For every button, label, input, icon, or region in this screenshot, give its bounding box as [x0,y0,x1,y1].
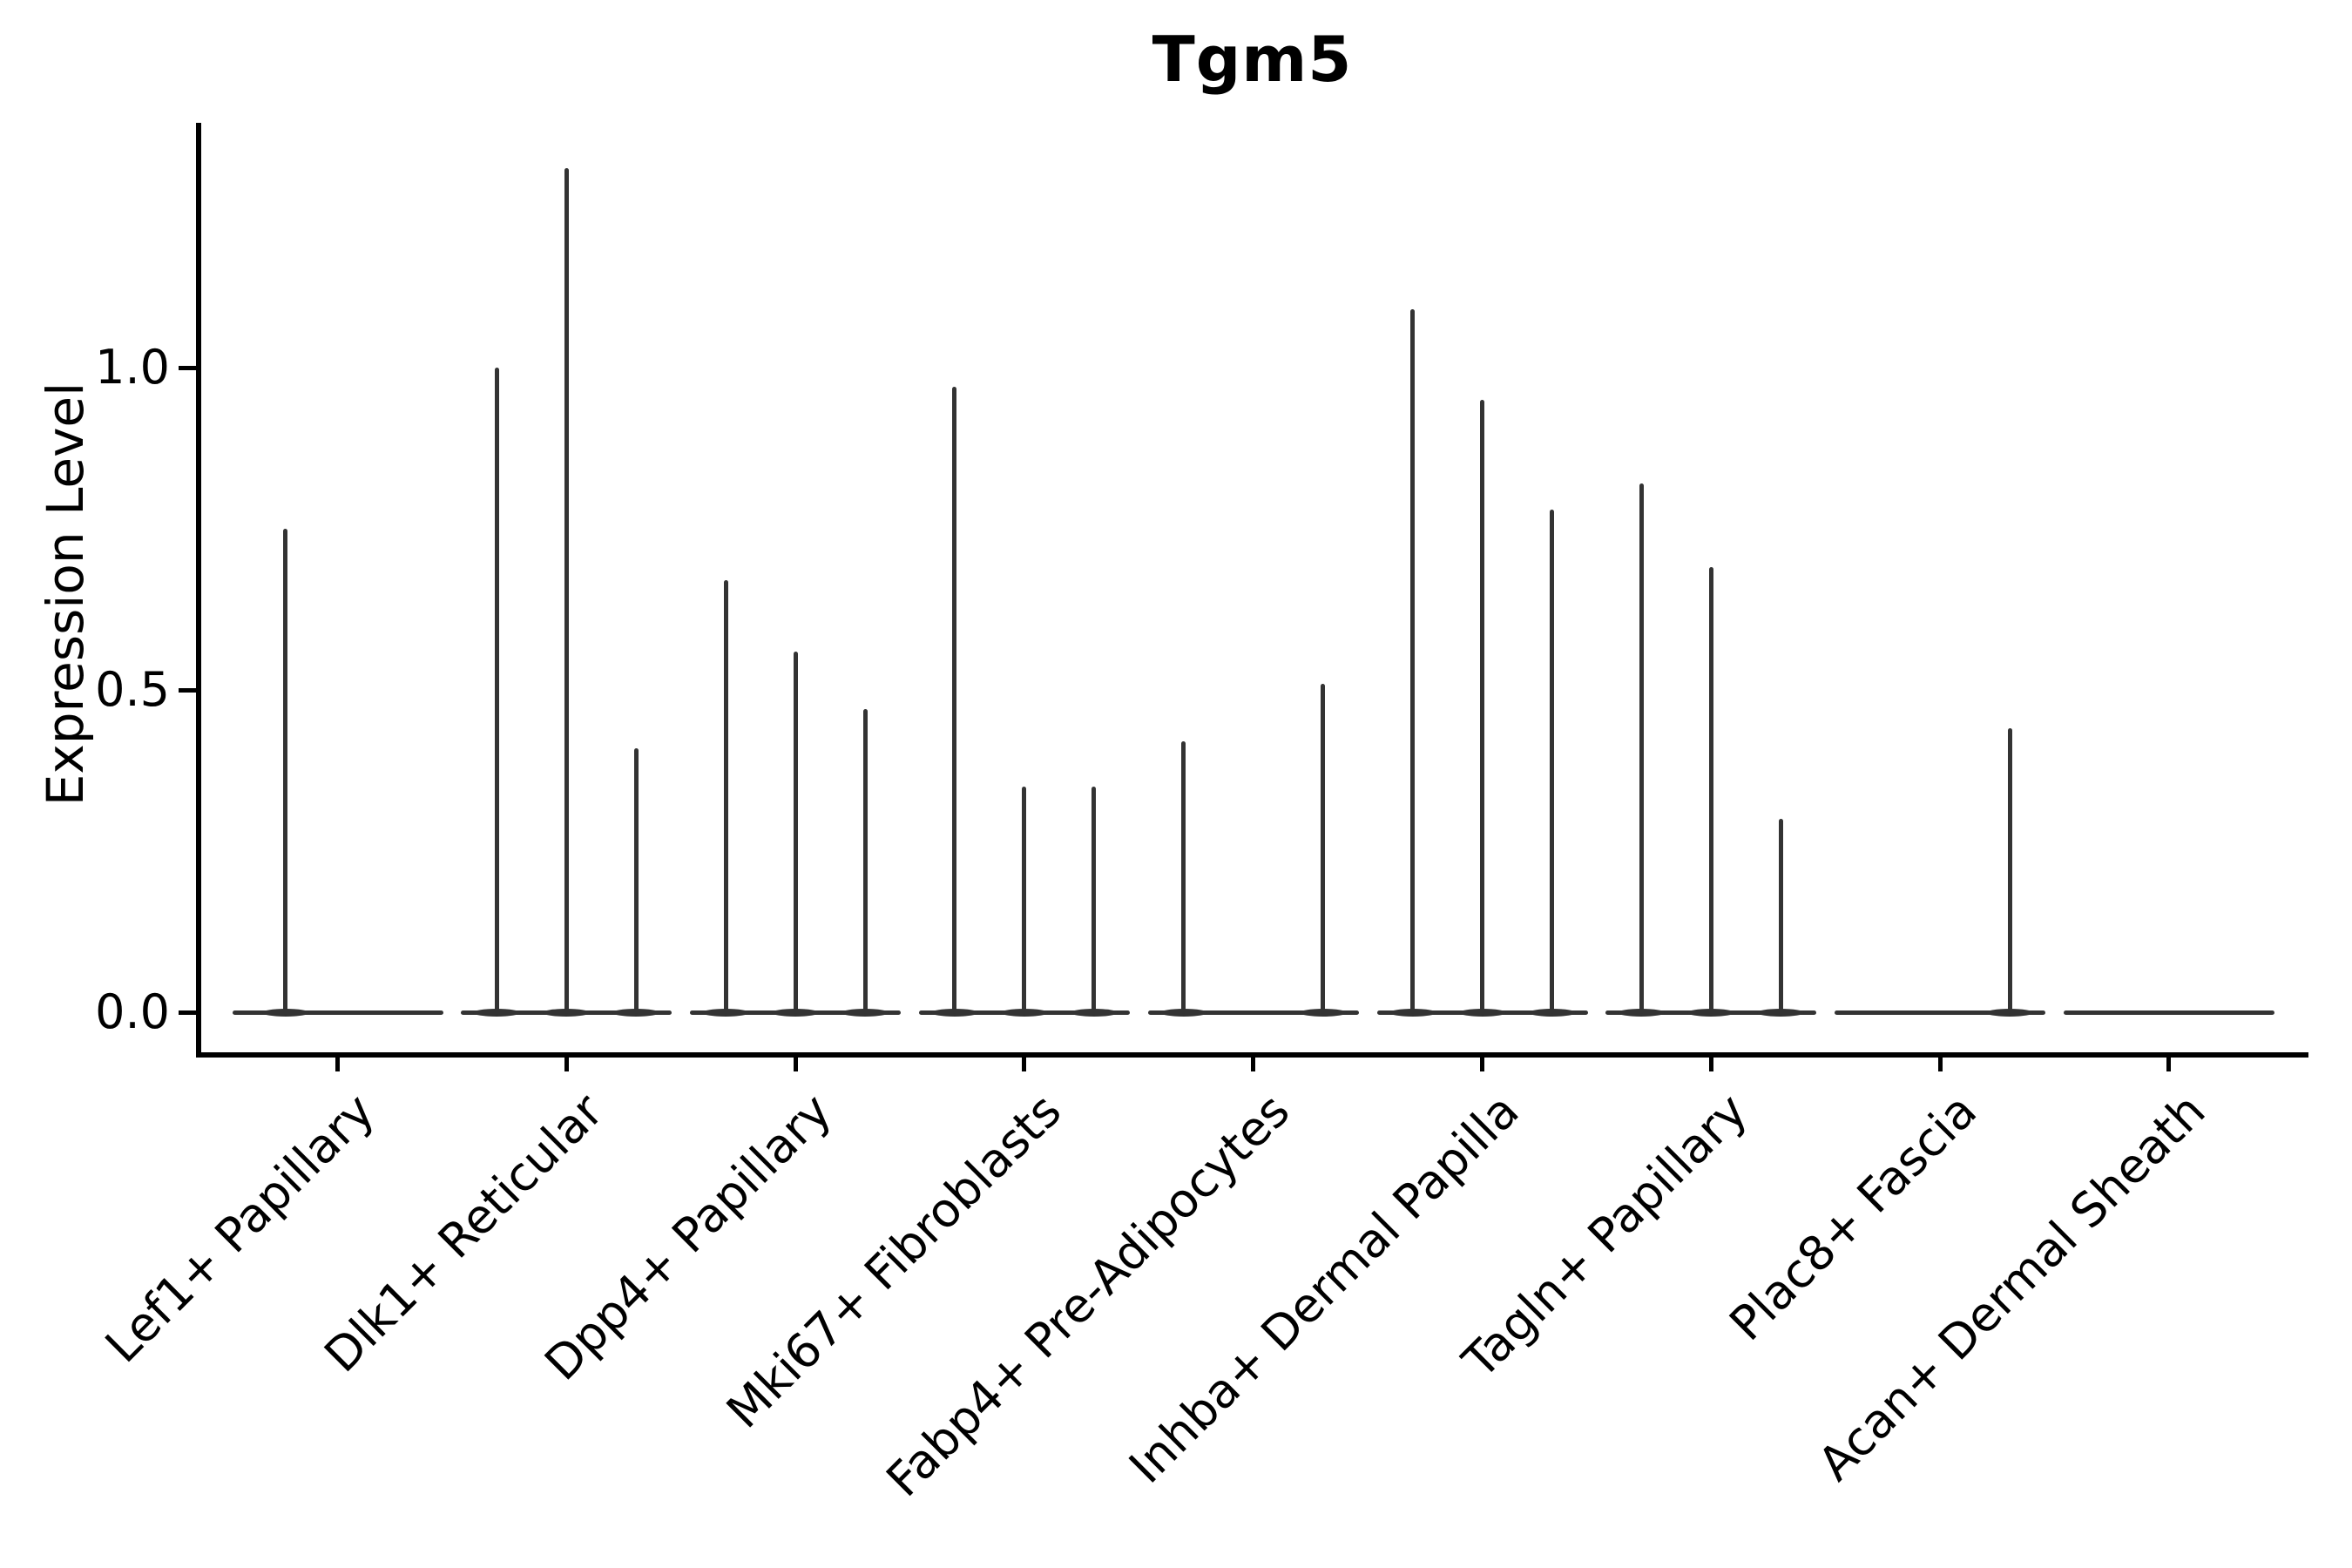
violin-spike [2007,728,2012,1015]
x-axis-spine [196,1052,2308,1058]
x-tick-mark [793,1058,798,1071]
violin-spike [564,167,569,1015]
violin-spike [1321,683,1326,1015]
violin-spike [952,387,957,1015]
x-tick-mark [1708,1058,1713,1071]
x-tick-mark [335,1058,340,1071]
x-tick-mark [1937,1058,1943,1071]
violin-spike [793,651,798,1015]
violin-spike [1708,567,1713,1015]
x-tick-label: Fabp4+ Pre-Adipocytes [875,1083,1301,1508]
y-tick-label: 1.0 [95,340,170,395]
violin-spike [283,529,287,1015]
violin-baseline [1147,1010,1359,1015]
x-tick-mark [1251,1058,1256,1071]
x-tick-label: Acan+ Dermal Sheath [1808,1083,2216,1491]
y-axis-spine [196,123,201,1058]
y-tick-mark [179,687,196,693]
violin-baseline [232,1010,443,1015]
y-tick-mark [179,1010,196,1015]
violin-spike [494,368,499,1015]
y-axis-label: Expression Level [36,382,95,807]
y-tick-label: 0.0 [95,984,170,1039]
violin-spike [862,709,868,1015]
x-tick-mark [1480,1058,1484,1071]
y-tick-label: 0.5 [95,662,170,717]
violin-spike [1410,309,1415,1015]
violin-spike [1550,509,1554,1015]
x-tick-label: Plac8+ Fascia [1719,1083,1988,1352]
violin-spike [633,747,639,1015]
violin-spike [1639,483,1644,1015]
violin-spike [1778,819,1783,1015]
violin-spike [1181,741,1186,1015]
violin-spike [1022,787,1027,1015]
y-tick-mark [179,365,196,370]
x-tick-mark [1022,1058,1027,1071]
violin-baseline [2063,1010,2274,1015]
chart-title: Tgm5 [1152,23,1353,96]
x-tick-label: Inhba+ Dermal Papilla [1119,1083,1530,1494]
violin-spike [1480,400,1484,1015]
violin-baseline [1835,1010,2046,1015]
x-tick-mark [564,1058,569,1071]
violin-spike [1092,787,1097,1015]
x-tick-mark [2166,1058,2172,1071]
violin-spike [723,580,728,1015]
